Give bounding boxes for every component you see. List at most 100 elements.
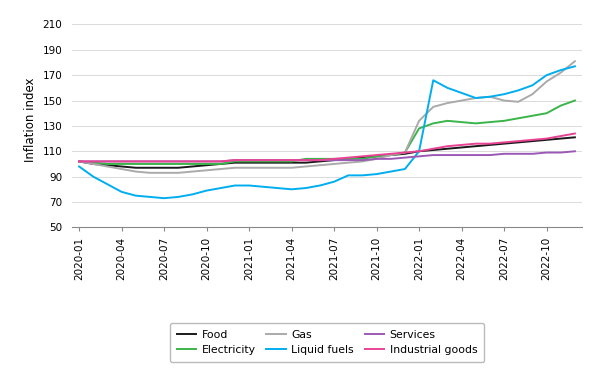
Industrial goods (89, 159, 97, 164)
Food (118, 164, 125, 169)
Industrial goods (444, 144, 451, 149)
Liquid fuels (543, 73, 550, 78)
Legend: Food, Electricity, Gas, Liquid fuels, Services, Industrial goods: Food, Electricity, Gas, Liquid fuels, Se… (170, 323, 484, 362)
Industrial goods (415, 149, 422, 154)
Gas (132, 169, 139, 174)
Electricity (415, 126, 422, 131)
Services (160, 159, 167, 164)
Gas (245, 165, 253, 170)
Gas (331, 162, 338, 166)
Food (274, 160, 281, 165)
Electricity (260, 159, 267, 164)
Liquid fuels (203, 188, 210, 193)
Industrial goods (274, 158, 281, 163)
Electricity (288, 159, 295, 164)
Gas (274, 165, 281, 170)
Liquid fuels (217, 186, 224, 191)
Electricity (146, 162, 154, 166)
Industrial goods (132, 159, 139, 164)
Services (458, 153, 465, 158)
Gas (302, 164, 310, 169)
Electricity (515, 116, 522, 121)
Liquid fuels (472, 96, 479, 100)
Liquid fuels (359, 173, 366, 178)
Liquid fuels (132, 193, 139, 198)
Electricity (76, 159, 83, 164)
Line: Electricity: Electricity (79, 100, 575, 164)
Electricity (132, 162, 139, 166)
Industrial goods (472, 141, 479, 146)
Industrial goods (217, 159, 224, 164)
Services (487, 153, 494, 158)
Industrial goods (288, 158, 295, 163)
Services (232, 158, 239, 163)
Industrial goods (557, 134, 565, 138)
Food (217, 162, 224, 166)
Electricity (458, 120, 465, 124)
Food (146, 165, 154, 170)
Gas (89, 162, 97, 166)
Food (89, 162, 97, 166)
Electricity (274, 159, 281, 164)
Food (245, 160, 253, 165)
Liquid fuels (373, 172, 380, 176)
Food (444, 146, 451, 151)
Services (344, 158, 352, 163)
Industrial goods (430, 146, 437, 151)
Services (302, 158, 310, 163)
Electricity (245, 159, 253, 164)
Gas (76, 159, 83, 164)
Electricity (89, 160, 97, 165)
Liquid fuels (260, 184, 267, 189)
Food (160, 165, 167, 170)
Services (500, 151, 508, 156)
Food (500, 141, 508, 146)
Services (274, 158, 281, 163)
Services (104, 159, 111, 164)
Liquid fuels (302, 186, 310, 191)
Gas (344, 160, 352, 165)
Liquid fuels (189, 192, 196, 197)
Industrial goods (500, 140, 508, 145)
Industrial goods (260, 158, 267, 163)
Industrial goods (189, 159, 196, 164)
Line: Food: Food (79, 137, 575, 168)
Food (132, 165, 139, 170)
Food (472, 144, 479, 149)
Services (359, 158, 366, 163)
Services (557, 150, 565, 155)
Industrial goods (373, 153, 380, 158)
Industrial goods (487, 141, 494, 146)
Electricity (373, 154, 380, 159)
Food (344, 156, 352, 161)
Liquid fuels (515, 88, 522, 93)
Industrial goods (571, 131, 578, 136)
Y-axis label: Inflation index: Inflation index (24, 77, 37, 162)
Electricity (104, 162, 111, 166)
Food (387, 153, 394, 158)
Food (260, 160, 267, 165)
Liquid fuels (571, 64, 578, 69)
Electricity (316, 156, 323, 161)
Food (543, 138, 550, 142)
Industrial goods (359, 154, 366, 159)
Gas (373, 156, 380, 161)
Services (132, 159, 139, 164)
Food (232, 160, 239, 165)
Gas (175, 171, 182, 175)
Services (203, 159, 210, 164)
Liquid fuels (458, 91, 465, 95)
Services (146, 159, 154, 164)
Gas (104, 164, 111, 169)
Food (458, 145, 465, 150)
Gas (288, 165, 295, 170)
Food (359, 155, 366, 160)
Food (571, 135, 578, 140)
Food (487, 143, 494, 147)
Liquid fuels (274, 186, 281, 191)
Services (76, 159, 83, 164)
Services (118, 159, 125, 164)
Liquid fuels (487, 94, 494, 99)
Industrial goods (245, 158, 253, 163)
Gas (359, 159, 366, 164)
